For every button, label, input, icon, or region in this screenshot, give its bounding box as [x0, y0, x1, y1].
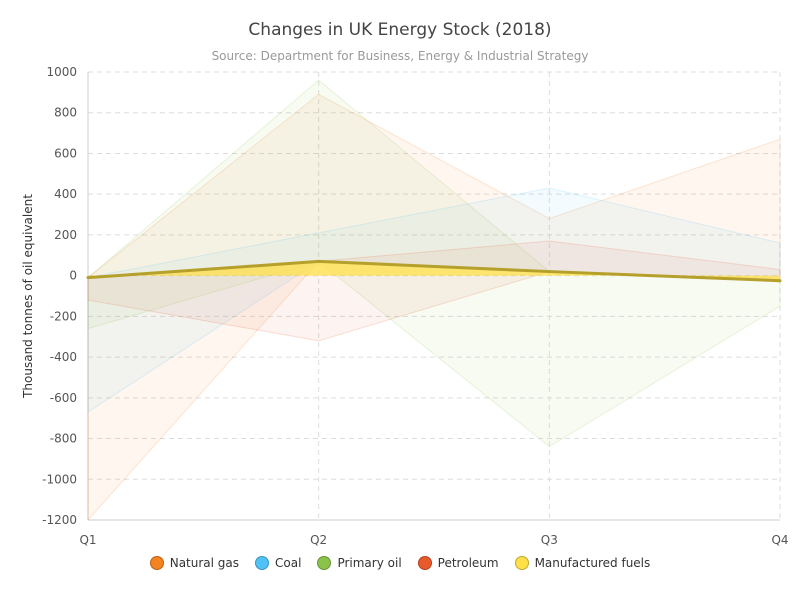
legend-swatch-icon — [317, 556, 332, 570]
y-axis-label: Thousand tonnes of oil equivalent — [21, 194, 35, 399]
data-point-manufactured-fuels — [778, 279, 782, 283]
y-tick-label: 0 — [69, 269, 77, 283]
legend-swatch-icon — [255, 556, 270, 570]
legend-label: Primary oil — [337, 556, 402, 570]
y-tick-label: 1000 — [46, 65, 77, 79]
legend-item-primary-oil[interactable]: Primary oil — [317, 556, 402, 570]
y-tick-label: -400 — [50, 350, 77, 364]
series-range-primary-oil — [87, 79, 781, 448]
y-tick-label: 400 — [54, 187, 77, 201]
data-point-manufactured-fuels — [317, 259, 321, 263]
legend-label: Petroleum — [437, 556, 499, 570]
y-tick-label: -1000 — [42, 472, 77, 486]
y-tick-label: 800 — [54, 106, 77, 120]
chart-title: Changes in UK Energy Stock (2018) — [248, 20, 552, 40]
x-tick-label: Q4 — [771, 533, 788, 547]
data-point-manufactured-fuels — [547, 270, 551, 274]
y-tick-label: 600 — [54, 146, 77, 160]
series-line-manufactured-fuels — [87, 259, 781, 283]
legend-label: Manufactured fuels — [534, 556, 651, 570]
legend-swatch-icon — [514, 556, 529, 570]
y-tick-label: 200 — [54, 228, 77, 242]
x-tick-label: Q3 — [541, 533, 558, 547]
legend-item-manufactured-fuels[interactable]: Manufactured fuels — [514, 556, 651, 570]
legend-label: Coal — [275, 556, 302, 570]
legend-swatch-icon — [417, 556, 432, 570]
data-point-manufactured-fuels — [86, 276, 90, 280]
legend-item-petroleum[interactable]: Petroleum — [417, 556, 499, 570]
legend-item-coal[interactable]: Coal — [255, 556, 301, 570]
x-tick-label: Q1 — [79, 533, 96, 547]
y-tick-label: -800 — [50, 432, 77, 446]
chart-subtitle: Source: Department for Business, Energy … — [211, 49, 589, 63]
y-tick-label: -200 — [50, 309, 77, 323]
x-tick-label: Q2 — [310, 533, 327, 547]
chart-legend: Natural gas Coal Primary oil Petroleum Manuf… — [0, 556, 800, 570]
legend-swatch-icon — [149, 556, 164, 570]
y-tick-label: -600 — [50, 391, 77, 405]
legend-label: Natural gas — [169, 556, 240, 570]
y-tick-label: -1200 — [42, 513, 77, 527]
legend-item-natural-gas[interactable]: Natural gas — [149, 556, 240, 570]
